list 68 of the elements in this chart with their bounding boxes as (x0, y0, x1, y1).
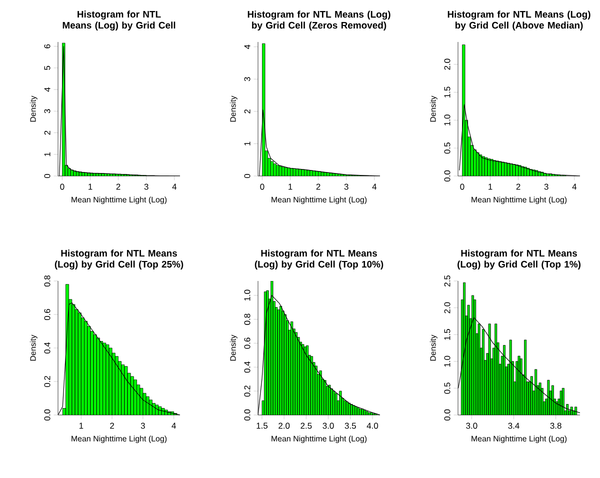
y-tick-label: 3 (44, 109, 50, 114)
y-tick-label: 1 (44, 152, 50, 156)
chart-title: Histogram for NTL Means (Log) by Grid Cell (62, 10, 176, 30)
x-tick-label: 3.0 (466, 422, 478, 429)
chart-title: Histogram for NTL Means (Log) by Grid Cell (Above Median) (448, 10, 590, 30)
y-tick-label: 0.4 (244, 361, 250, 373)
x-tick-label: 3 (344, 184, 348, 190)
y-tick-label: 0.6 (44, 308, 50, 320)
chart-title: Histogram for NTL Means (Log) by Grid Cell (Top 25%) (54, 250, 184, 270)
y-tick-label: 5 (44, 66, 50, 70)
y-tick-label: 4 (44, 87, 50, 92)
x-tick-label: 0 (60, 184, 64, 190)
x-tick-label: 3 (144, 184, 148, 190)
x-tick-label: 3 (544, 184, 548, 190)
x-tick-label: 4 (172, 184, 177, 190)
y-tick-label: 1 (244, 142, 250, 146)
x-tick-label: 4.0 (366, 422, 378, 429)
y-tick-label: 1.5 (444, 329, 450, 340)
x-tick-label: 2.5 (300, 422, 312, 429)
x-tick-label: 4 (372, 184, 377, 190)
x-tick-label: 1.5 (256, 422, 268, 429)
y-tick-label: 0.8 (244, 314, 250, 325)
chart-title: Histogram for NTL Means (Log) by Grid Cell (Top 10%) (254, 250, 384, 270)
y-tick-label: 0.8 (44, 275, 50, 287)
x-tick-label: 3.5 (344, 422, 356, 429)
y-tick-label: 1.0 (444, 356, 450, 367)
y-tick-label: 2.5 (444, 275, 450, 286)
x-tick-label: 3.4 (508, 422, 520, 429)
y-tick-label: 0.0 (444, 409, 450, 421)
y-tick-label: 1.0 (444, 114, 450, 126)
chart-title: Histogram for NTL Means (Log) by Grid Cell (Top 1%) (458, 250, 580, 270)
y-tick-label: 0.5 (444, 142, 450, 154)
x-tick-label: 4 (572, 184, 577, 190)
y-tick-label: 0.0 (444, 170, 450, 182)
y-tick-label: 0.2 (44, 376, 50, 388)
x-tick-label: 1 (79, 422, 84, 429)
y-tick-label: 0.6 (244, 338, 250, 349)
y-tick-label: 2.0 (444, 302, 450, 314)
x-tick-label: 0 (460, 184, 464, 190)
x-tick-label: 1 (88, 184, 92, 190)
y-tick-label: 0.0 (44, 409, 50, 421)
x-tick-label: 3 (140, 422, 145, 429)
y-tick-label: 0 (44, 174, 50, 178)
y-tick-label: 0 (244, 174, 250, 178)
x-tick-label: 2 (110, 422, 114, 429)
x-tick-label: 4 (172, 422, 176, 429)
x-tick-label: 3.0 (322, 422, 334, 429)
y-tick-label: 2 (44, 130, 50, 135)
x-tick-label: 2 (516, 184, 520, 190)
x-tick-label: 1 (488, 184, 492, 190)
x-tick-label: 3.8 (550, 422, 562, 429)
x-tick-label: 2 (316, 184, 320, 190)
y-tick-label: 0.5 (444, 382, 450, 394)
y-tick-label: 4 (244, 44, 250, 49)
chart-title: Histogram for NTL Means (Log) by Grid Cell (Zeros Removed) (248, 10, 390, 30)
y-tick-label: 0.0 (244, 409, 250, 421)
y-tick-label: 0.2 (244, 386, 250, 397)
y-tick-label: 0.4 (44, 342, 50, 354)
x-tick-label: 0 (260, 184, 264, 190)
x-tick-label: 2 (116, 184, 120, 190)
x-tick-label: 2.0 (278, 422, 290, 429)
y-tick-label: 1.0 (244, 290, 250, 301)
x-tick-label: 1 (288, 184, 292, 190)
y-tick-label: 6 (44, 44, 50, 48)
y-tick-label: 2 (244, 109, 250, 114)
y-tick-label: 1.5 (444, 86, 450, 98)
y-tick-label: 2.0 (444, 58, 450, 70)
y-tick-label: 3 (244, 77, 250, 82)
